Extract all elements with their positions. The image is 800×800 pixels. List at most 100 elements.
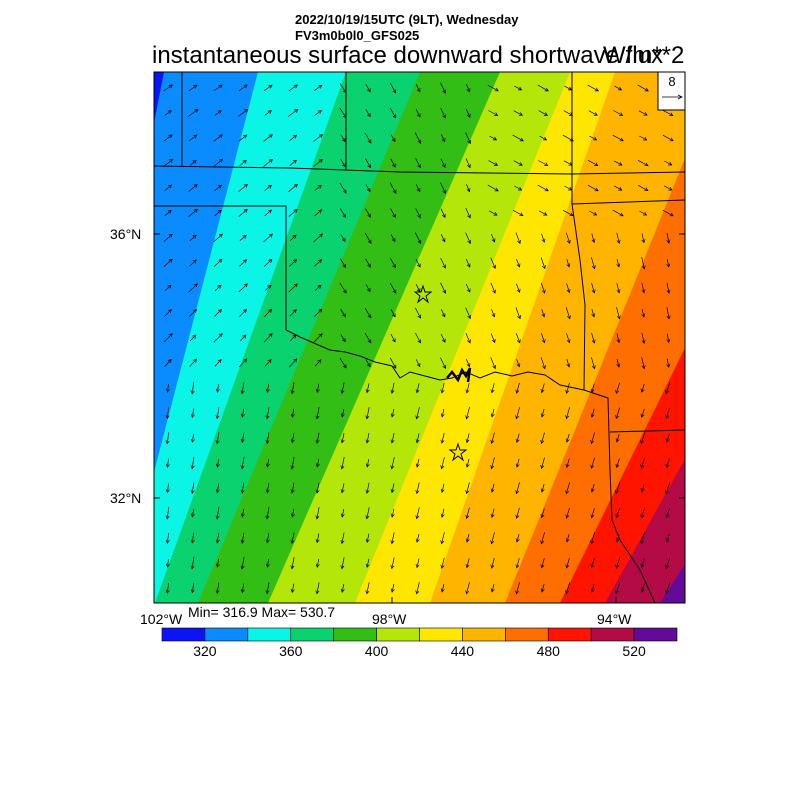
wind-vector-arrowhead bbox=[317, 284, 322, 289]
wind-vector-arrow bbox=[541, 457, 545, 469]
wind-vector-arrowhead bbox=[242, 234, 247, 239]
wind-vector-arrow bbox=[217, 383, 219, 393]
wind-vector-arrow bbox=[615, 382, 621, 394]
wind-vector-arrowhead bbox=[265, 515, 270, 520]
wind-vector-arrow bbox=[391, 483, 395, 493]
wind-vector-arrowhead bbox=[515, 463, 520, 468]
wind-vector-arrowhead bbox=[265, 563, 270, 568]
wind-vector-arrow bbox=[365, 284, 371, 292]
wind-vector-arrow bbox=[566, 358, 570, 368]
wind-vector-arrowhead bbox=[190, 413, 195, 419]
colorbar-tick-label: 440 bbox=[451, 643, 475, 659]
wind-vector-arrowhead bbox=[590, 440, 595, 445]
wind-vector-arrow bbox=[641, 507, 645, 519]
wind-vector-arrow bbox=[239, 358, 247, 368]
wind-vector-arrowhead bbox=[640, 588, 645, 593]
wind-vector-arrowhead bbox=[640, 563, 645, 569]
colorbar-tick-label: 320 bbox=[193, 643, 217, 659]
wind-vector-arrowhead bbox=[415, 515, 420, 520]
wind-vector-arrow bbox=[291, 583, 295, 593]
wind-vector-arrow bbox=[591, 257, 595, 269]
wind-vector-arrowhead bbox=[665, 414, 670, 419]
wind-vector-arrowhead bbox=[442, 89, 447, 94]
wind-vector-arrowhead bbox=[641, 339, 646, 345]
wind-vector-arrowhead bbox=[490, 465, 495, 470]
wind-vector-arrow bbox=[389, 82, 397, 94]
wind-vector-arrowhead bbox=[365, 389, 370, 394]
wind-vector-arrow bbox=[565, 582, 571, 594]
wind-vector-arrow bbox=[191, 583, 195, 593]
wind-vector-arrowhead bbox=[392, 89, 397, 94]
wind-vector-arrowhead bbox=[568, 86, 573, 91]
wind-vector-arrow bbox=[587, 184, 599, 192]
wind-vector-arrow bbox=[491, 584, 495, 592]
wind-vector-arrowhead bbox=[167, 309, 172, 314]
wind-vector-arrow bbox=[390, 134, 396, 142]
wind-vector-arrow bbox=[313, 134, 323, 142]
wind-vector-arrowhead bbox=[615, 490, 619, 495]
wind-vector-arrow bbox=[289, 160, 297, 166]
colorbar-swatch bbox=[633, 627, 678, 642]
wind-vector-arrowhead bbox=[543, 212, 548, 216]
wind-vector-arrow bbox=[366, 433, 370, 443]
wind-vector-arrowhead bbox=[591, 289, 596, 294]
wind-vector-arrowhead bbox=[240, 489, 245, 494]
wind-vector-arrowhead bbox=[492, 365, 497, 370]
wind-vector-arrow bbox=[188, 134, 198, 142]
wind-vector-arrow bbox=[491, 508, 495, 518]
wind-vector-arrowhead bbox=[494, 112, 499, 116]
wind-vector-arrow bbox=[341, 433, 345, 443]
wind-vector-arrow bbox=[441, 432, 445, 444]
wind-vector-arrow bbox=[587, 84, 599, 92]
wind-vector-arrow bbox=[616, 232, 620, 244]
wind-vector-arrow bbox=[490, 333, 496, 343]
wind-vector-arrowhead bbox=[215, 489, 220, 494]
wind-vector-arrowhead bbox=[665, 564, 670, 569]
wind-vector-arrow bbox=[313, 85, 323, 91]
wind-vector-arrowhead bbox=[416, 188, 421, 193]
wind-vector-arrowhead bbox=[292, 159, 297, 164]
wind-vector-arrowhead bbox=[390, 513, 395, 518]
wind-vector-arrowhead bbox=[367, 213, 371, 218]
wind-vector-arrow bbox=[537, 184, 549, 192]
wind-vector-arrow bbox=[216, 483, 220, 493]
wind-vector-arrowhead bbox=[515, 490, 520, 495]
wind-vector-arrow bbox=[192, 408, 194, 418]
wind-vector-arrowhead bbox=[293, 358, 298, 363]
wind-vector-arrowhead bbox=[494, 162, 499, 166]
wind-vector-arrow bbox=[241, 583, 245, 593]
wind-vector-arrowhead bbox=[340, 489, 345, 494]
wind-vector-arrow bbox=[188, 209, 198, 217]
wind-vector-arrow bbox=[191, 482, 195, 494]
wind-vector-arrowhead bbox=[293, 84, 298, 89]
wind-vector-arrow bbox=[263, 333, 273, 343]
wind-vector-arrowhead bbox=[240, 513, 245, 518]
wind-vector-arrow bbox=[264, 284, 272, 292]
wind-vector-arrow bbox=[264, 185, 272, 191]
wind-vector-arrowhead bbox=[340, 565, 345, 570]
wind-vector-arrow bbox=[289, 334, 297, 342]
wind-vector-arrowhead bbox=[218, 84, 223, 89]
wind-vector-arrowhead bbox=[190, 438, 195, 443]
wind-vector-arrowhead bbox=[315, 590, 320, 595]
wind-vector-arrowhead bbox=[318, 159, 323, 163]
wind-vector-arrowhead bbox=[367, 139, 372, 144]
wind-vector-arrow bbox=[641, 309, 645, 317]
wind-vector-arrowhead bbox=[416, 113, 421, 118]
wind-vector-arrow bbox=[440, 333, 446, 343]
wind-vector-arrow bbox=[341, 382, 345, 394]
wind-vector-arrow bbox=[340, 208, 346, 218]
wind-vector-arrow bbox=[512, 134, 524, 142]
wind-vector-arrow bbox=[389, 182, 397, 194]
wind-vector-arrowhead bbox=[317, 184, 322, 189]
wind-vector-arrow bbox=[641, 257, 645, 269]
wind-vector-arrow bbox=[166, 407, 170, 419]
wind-vector-arrow bbox=[391, 433, 395, 443]
wind-vector-arrow bbox=[541, 508, 545, 518]
wind-vector-arrow bbox=[591, 583, 595, 593]
wind-vector-arrow bbox=[213, 134, 223, 142]
wind-vector-arrow bbox=[339, 182, 347, 194]
wind-vector-arrowhead bbox=[540, 564, 545, 569]
wind-vector-arrow bbox=[637, 184, 649, 192]
wind-vector-arrow bbox=[192, 508, 194, 518]
